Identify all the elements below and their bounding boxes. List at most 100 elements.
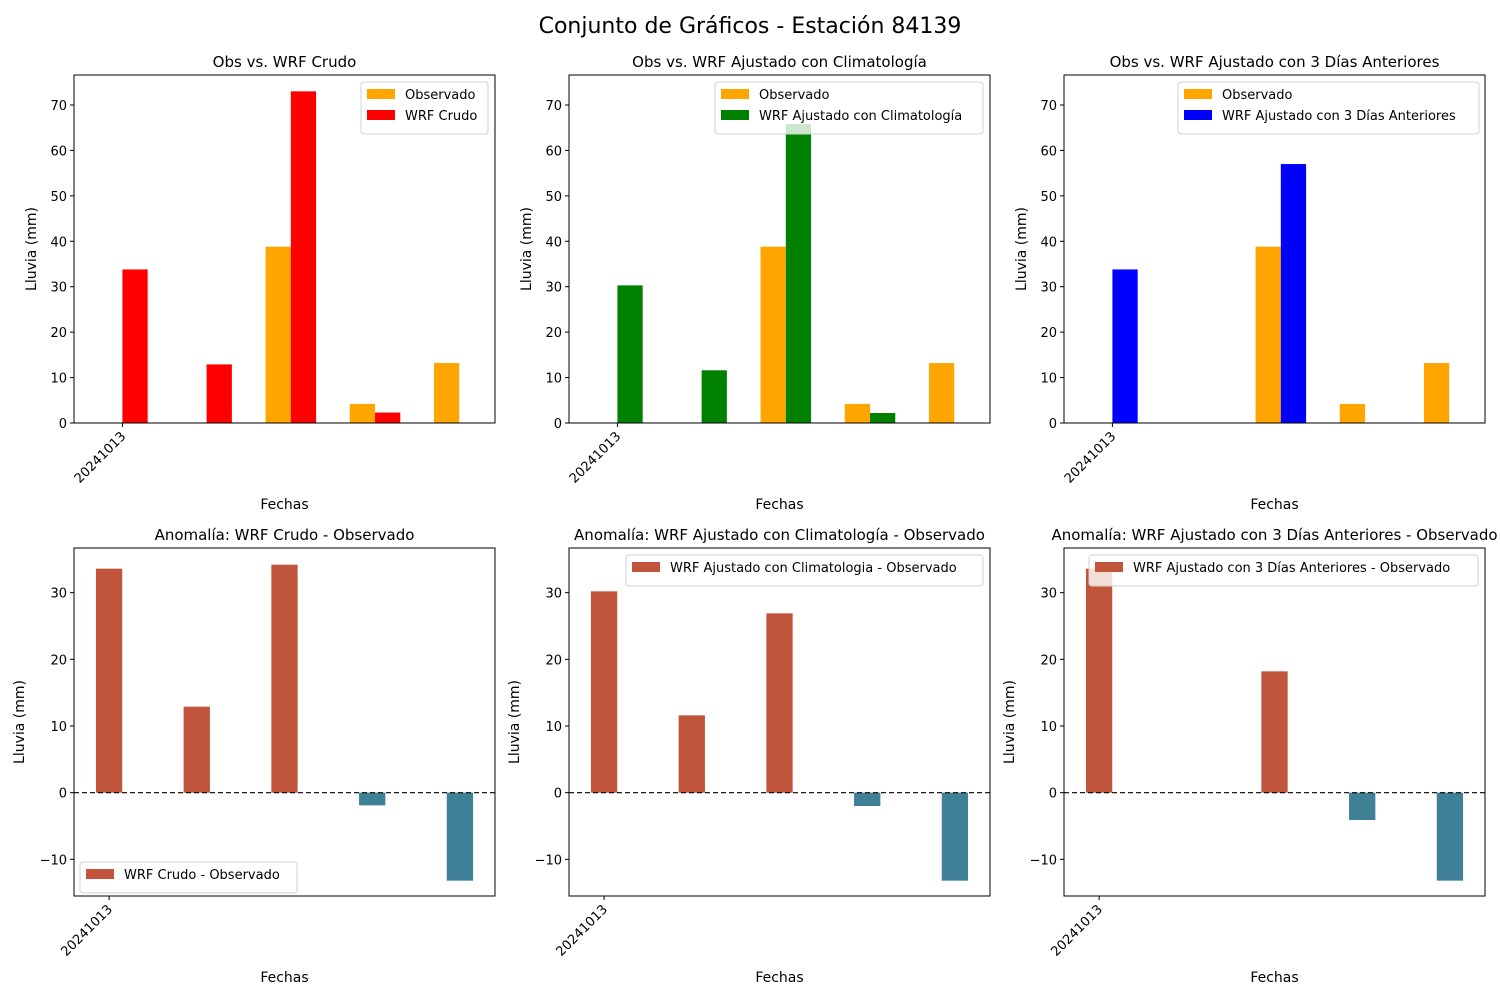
legend: Observado WRF Ajustado con Climatología xyxy=(714,81,984,135)
y-tick-label: 20 xyxy=(1040,653,1057,668)
bar-observado-4 xyxy=(349,403,376,423)
bar-wrf-3 xyxy=(785,124,812,423)
bar-wrf-2 xyxy=(701,370,727,423)
y-tick-label: 50 xyxy=(545,190,562,205)
legend-swatch xyxy=(1095,562,1123,572)
legend-label: Observado xyxy=(405,88,476,103)
subplot-title: Obs vs. WRF Ajustado con 3 Días Anterior… xyxy=(1110,53,1440,71)
legend-label: WRF Crudo - Observado xyxy=(124,868,280,883)
x-tick-label: 20241013 xyxy=(1049,902,1106,959)
legend-box xyxy=(714,81,984,135)
legend-swatch xyxy=(1184,110,1212,120)
y-tick-label: −10 xyxy=(1030,853,1057,868)
axes-frame xyxy=(73,74,496,424)
y-tick-label: 0 xyxy=(554,787,562,802)
y-tick-label: 10 xyxy=(545,720,562,735)
y-tick-label: 70 xyxy=(545,99,562,114)
y-tick-label: 70 xyxy=(50,99,67,114)
axes-frame xyxy=(568,74,991,424)
figure-title: Conjunto de Gráficos - Estación 84139 xyxy=(538,14,962,39)
bar-observado-3 xyxy=(1255,246,1281,423)
y-tick-label: −10 xyxy=(40,853,67,868)
y-axis-label: Lluvia (mm) xyxy=(507,680,523,764)
anomaly-bar-3 xyxy=(271,564,298,793)
x-axis-label: Fechas xyxy=(755,497,803,513)
legend-label: WRF Crudo xyxy=(405,109,477,124)
y-tick-label: 60 xyxy=(50,144,67,159)
bar-observado-5 xyxy=(928,363,955,423)
y-tick-label: 10 xyxy=(50,720,67,735)
anomaly-bar-4 xyxy=(359,792,386,806)
axes-frame xyxy=(568,547,991,897)
subplot-2: 0 10 20 30 40 50 60 70 20241013 Obs vs. WRF Ajust… xyxy=(519,53,991,513)
y-tick-label: 20 xyxy=(545,326,562,341)
y-tick-label: 50 xyxy=(50,190,67,205)
anomaly-bar-5 xyxy=(446,792,474,881)
y-tick-label: 10 xyxy=(1040,372,1057,387)
x-tick-label: 20241013 xyxy=(1062,429,1119,486)
y-tick-label: 20 xyxy=(50,326,67,341)
legend-swatch xyxy=(632,562,660,572)
y-tick-label: 60 xyxy=(545,144,562,159)
y-tick-label: 30 xyxy=(50,587,67,602)
x-axis-label: Fechas xyxy=(1250,970,1298,986)
legend: Observado WRF Ajustado con 3 Días Anterio… xyxy=(1177,81,1480,135)
y-axis-label: Lluvia (mm) xyxy=(519,207,535,291)
legend-label: WRF Ajustado con Climatologia - Observad… xyxy=(670,561,957,576)
legend-swatch xyxy=(1184,89,1212,99)
subplot-3: 0 10 20 30 40 50 60 70 20241013 Obs vs. WRF Ajust… xyxy=(1014,53,1486,513)
y-tick-label: 20 xyxy=(1040,326,1057,341)
y-tick-label: 30 xyxy=(545,587,562,602)
y-tick-label: 0 xyxy=(1049,417,1057,432)
bar-wrf-4 xyxy=(870,413,896,423)
y-tick-label: 10 xyxy=(50,372,67,387)
x-tick-label: 20241013 xyxy=(59,902,116,959)
legend-box xyxy=(79,861,298,894)
legend-swatch xyxy=(721,89,749,99)
axes-frame xyxy=(73,547,496,897)
y-tick-label: 30 xyxy=(1040,281,1057,296)
y-tick-label: 40 xyxy=(545,235,562,250)
x-tick-label: 20241013 xyxy=(72,429,129,486)
subplot-title: Anomalía: WRF Ajustado con Climatología … xyxy=(574,526,985,544)
y-axis-label: Lluvia (mm) xyxy=(24,207,40,291)
y-axis-label: Lluvia (mm) xyxy=(1014,207,1030,291)
bar-wrf-1 xyxy=(1112,269,1138,423)
y-tick-label: 0 xyxy=(59,417,67,432)
y-tick-label: 50 xyxy=(1040,190,1057,205)
x-tick-label: 20241013 xyxy=(554,902,611,959)
y-tick-label: 0 xyxy=(59,787,67,802)
y-tick-label: 40 xyxy=(1040,235,1057,250)
legend: Observado WRF Crudo xyxy=(360,81,489,135)
y-tick-label: 30 xyxy=(50,281,67,296)
y-axis-label: Lluvia (mm) xyxy=(1002,680,1018,764)
bar-wrf-1 xyxy=(122,269,148,423)
subplot-5: −10 0 10 20 30 20241013 Anomalía: WRF Ajustado… xyxy=(507,526,991,986)
y-tick-label: 30 xyxy=(1040,587,1057,602)
anomaly-bar-1 xyxy=(95,568,123,793)
bar-wrf-4 xyxy=(375,412,401,423)
bar-observado-4 xyxy=(844,403,871,423)
subplot-1: 0 10 20 30 40 50 60 70 20241013 Obs vs. WRF Crudo… xyxy=(24,53,496,513)
bar-observado-4 xyxy=(1339,403,1366,423)
y-tick-label: 60 xyxy=(1040,144,1057,159)
y-tick-label: 70 xyxy=(1040,99,1057,114)
y-tick-label: 0 xyxy=(554,417,562,432)
legend-label: Observado xyxy=(759,88,830,103)
anomaly-bar-4 xyxy=(1349,792,1376,820)
bar-wrf-3 xyxy=(290,91,317,423)
subplot-title: Anomalía: WRF Ajustado con 3 Días Anteri… xyxy=(1051,526,1497,544)
legend-label: WRF Ajustado con Climatología xyxy=(759,109,962,124)
anomaly-bar-3 xyxy=(766,613,793,793)
legend-label: Observado xyxy=(1222,88,1293,103)
anomaly-bar-2 xyxy=(183,706,210,793)
legend-box xyxy=(625,554,984,587)
y-tick-label: 0 xyxy=(1049,787,1057,802)
y-tick-label: 20 xyxy=(545,653,562,668)
legend: WRF Crudo - Observado xyxy=(79,861,298,894)
bar-observado-3 xyxy=(265,246,291,423)
bar-wrf-3 xyxy=(1280,164,1307,424)
subplot-4: −10 0 10 20 30 20241013 Anomalía: WRF Crudo - … xyxy=(12,526,496,986)
subplot-title: Obs vs. WRF Crudo xyxy=(213,53,357,71)
